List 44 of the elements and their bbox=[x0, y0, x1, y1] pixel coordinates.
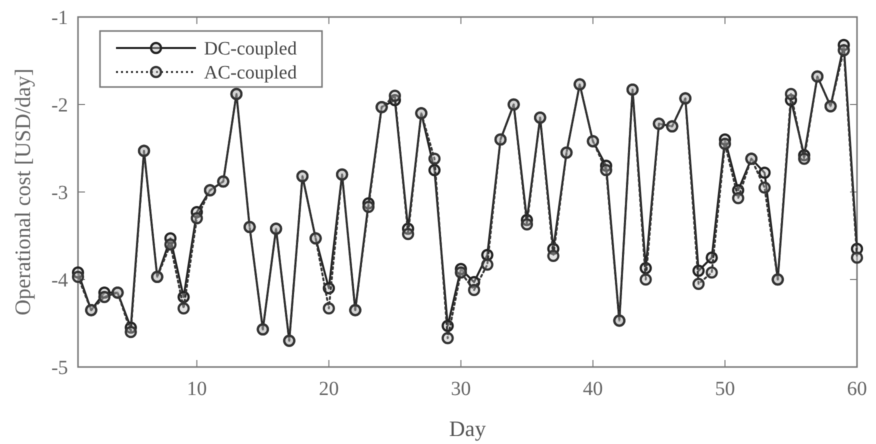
point bbox=[706, 266, 718, 279]
point bbox=[718, 138, 732, 150]
point bbox=[428, 152, 441, 165]
point bbox=[402, 228, 414, 240]
y-tick-label: -2 bbox=[51, 94, 68, 116]
y-axis-title: Operational cost [USD/day] bbox=[10, 68, 35, 316]
x-tick-label: 60 bbox=[847, 378, 867, 400]
point bbox=[758, 182, 771, 194]
point bbox=[600, 164, 612, 176]
point bbox=[520, 218, 534, 230]
x-axis-title: Day bbox=[449, 416, 486, 441]
point bbox=[468, 284, 480, 296]
point bbox=[850, 252, 864, 264]
point bbox=[640, 273, 652, 286]
point bbox=[322, 302, 335, 314]
point bbox=[732, 192, 744, 204]
x-tick-label: 50 bbox=[714, 378, 735, 400]
x-tick-label: 40 bbox=[582, 378, 603, 400]
point bbox=[798, 152, 810, 165]
point bbox=[481, 258, 494, 271]
point bbox=[178, 302, 190, 314]
y-tick-label: -4 bbox=[51, 270, 68, 292]
y-tick-label: -5 bbox=[51, 357, 68, 379]
point bbox=[547, 250, 560, 262]
point bbox=[692, 278, 705, 290]
point bbox=[784, 88, 798, 100]
point bbox=[98, 290, 111, 304]
point bbox=[72, 270, 84, 283]
point bbox=[388, 90, 401, 102]
point bbox=[164, 238, 177, 251]
point bbox=[190, 212, 203, 224]
point bbox=[442, 332, 454, 344]
y-tick-label: -1 bbox=[51, 7, 68, 29]
legend-label: DC-coupled bbox=[204, 38, 298, 60]
point bbox=[362, 200, 375, 213]
point bbox=[758, 166, 771, 179]
y-tick-label: -3 bbox=[51, 182, 68, 204]
x-tick-label: 10 bbox=[186, 378, 207, 400]
x-tick-label: 20 bbox=[318, 378, 339, 400]
point bbox=[454, 266, 467, 279]
point bbox=[124, 326, 137, 338]
point bbox=[838, 44, 850, 56]
x-tick-label: 30 bbox=[450, 378, 471, 400]
legend-label: AC-coupled bbox=[204, 62, 298, 84]
